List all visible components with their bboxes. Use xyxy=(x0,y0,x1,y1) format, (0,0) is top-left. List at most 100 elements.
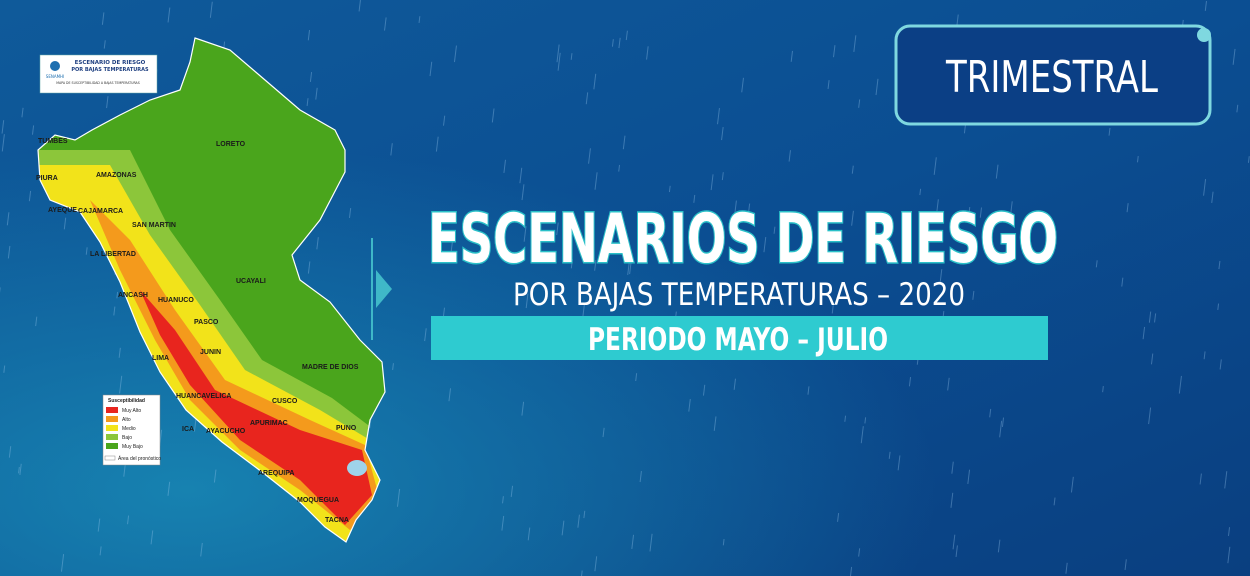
rain-streak xyxy=(213,469,217,483)
rain-streak xyxy=(561,520,565,536)
region-label: AMAZONAS xyxy=(96,172,137,179)
rain-streak xyxy=(627,258,631,276)
region-label: CUSCO xyxy=(272,398,298,405)
period: PERIODO MAYO – JULIO xyxy=(588,322,888,358)
region-label: JUNIN xyxy=(200,349,221,356)
rain-streak xyxy=(116,291,119,299)
rain-streak xyxy=(956,14,959,25)
rain-streak xyxy=(1232,48,1236,65)
rain-streak xyxy=(150,530,154,545)
legend-area-swatch xyxy=(104,455,116,461)
rain-streak xyxy=(645,243,649,260)
legend-label: Alto xyxy=(122,417,131,423)
rain-streak xyxy=(999,420,1003,438)
logo-text: SENAMHI xyxy=(46,74,64,79)
rain-streak xyxy=(668,185,671,193)
rain-streak xyxy=(790,50,793,62)
rain-streak xyxy=(967,469,971,485)
legend-label: Bajo xyxy=(122,435,132,441)
rain-streak xyxy=(618,164,621,172)
region-label: LORETO xyxy=(216,141,246,148)
rain-streak xyxy=(851,165,854,174)
legend-label: Muy Alto xyxy=(122,408,141,414)
rain-streak xyxy=(611,39,614,47)
rain-streak xyxy=(935,199,939,217)
rain-streak xyxy=(1,134,5,152)
rain-streak xyxy=(577,514,580,528)
rain-streak xyxy=(429,61,433,77)
zone-very-high xyxy=(140,290,372,525)
rain-streak xyxy=(348,208,352,218)
rain-streak xyxy=(947,377,950,391)
rain-streak xyxy=(1203,179,1207,196)
rain-streak xyxy=(888,451,891,459)
rain-streak xyxy=(570,53,573,60)
title: ESCENARIOS DE RIESGO xyxy=(428,200,1058,279)
rain-streak xyxy=(594,260,597,271)
rain-streak xyxy=(629,261,632,275)
rain-streak xyxy=(639,471,642,483)
subtitle: POR BAJAS TEMPERATURAS – 2020 xyxy=(513,277,965,313)
rain-streak xyxy=(693,194,696,203)
rain-streak xyxy=(521,184,525,201)
rain-streak xyxy=(594,556,598,572)
region-label: MADRE DE DIOS xyxy=(302,364,359,371)
rain-streak xyxy=(773,226,776,234)
rain-streak xyxy=(510,485,514,497)
rain-streak xyxy=(585,92,589,105)
rain-streak xyxy=(1218,260,1221,270)
region-label: ICA xyxy=(182,426,194,433)
region-label: CAJAMARCA xyxy=(78,208,123,215)
rain-streak xyxy=(443,115,446,126)
rain-streak xyxy=(448,388,452,402)
rain-streak xyxy=(721,172,724,181)
rain-streak xyxy=(1095,260,1098,268)
rain-streak xyxy=(6,212,10,226)
legend-swatch xyxy=(106,434,118,440)
legend-label: Muy Bajo xyxy=(122,444,143,450)
rain-streak xyxy=(358,0,361,12)
legend-label: Medio xyxy=(122,426,136,432)
rain-streak xyxy=(1211,191,1214,204)
rain-streak xyxy=(1227,546,1231,564)
rain-streak xyxy=(519,167,523,184)
legend-items: Muy Alto Alto Medio Bajo Muy Bajo xyxy=(106,407,143,450)
rain-streak xyxy=(21,107,24,118)
rain-streak xyxy=(837,512,840,522)
rain-streak xyxy=(424,328,427,342)
legend-title: Susceptibilidad xyxy=(108,398,145,404)
rain-streak xyxy=(1178,375,1182,394)
rain-streak xyxy=(167,7,171,23)
rain-streak xyxy=(392,363,394,370)
rain-streak xyxy=(1,120,5,134)
rain-streak xyxy=(1010,201,1013,213)
rain-streak xyxy=(939,269,943,282)
rain-streak xyxy=(557,52,561,71)
region-labels: TUMBES PIURA AMAZONAS LORETO AYEQUE CAJAMARCA… xyxy=(36,138,359,524)
region-label: TACNA xyxy=(325,517,349,524)
rain-streak xyxy=(525,293,529,309)
rain-streak xyxy=(635,373,638,382)
rain-streak xyxy=(955,545,958,557)
rain-streak xyxy=(628,247,631,257)
legend-swatch xyxy=(106,443,118,449)
region-label: PUNO xyxy=(336,425,357,432)
rain-streak xyxy=(997,539,1001,553)
rain-streak xyxy=(316,237,319,250)
rain-streak xyxy=(583,510,586,519)
rain-streak xyxy=(733,200,737,218)
rain-streak xyxy=(209,1,213,18)
rain-streak xyxy=(844,415,847,422)
rain-streak xyxy=(31,125,35,135)
legend-swatch xyxy=(106,416,118,422)
rain-streak xyxy=(788,150,791,162)
legend-area: Área del pronóstico xyxy=(118,455,161,462)
region-label: AYEQUE xyxy=(48,207,77,214)
rain-streak xyxy=(63,217,67,230)
rain-streak xyxy=(442,307,445,317)
rain-streak xyxy=(950,492,954,508)
rain-streak xyxy=(193,417,197,432)
rain-streak xyxy=(747,203,751,218)
lake xyxy=(347,460,367,476)
